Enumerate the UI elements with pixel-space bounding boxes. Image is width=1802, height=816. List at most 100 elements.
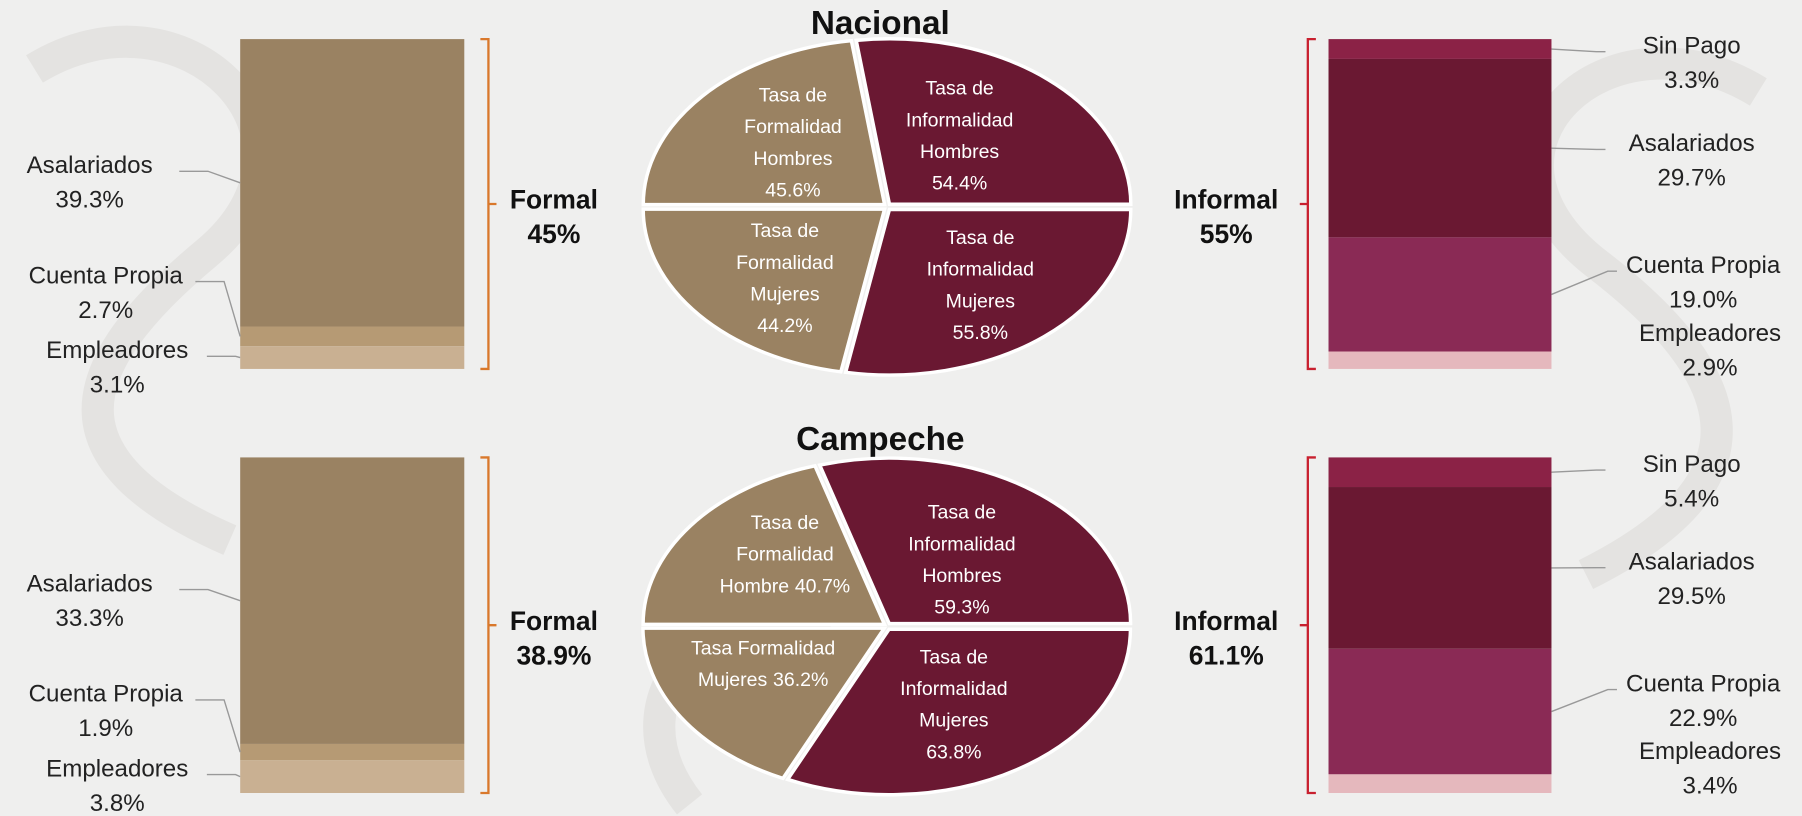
- bar-segment: [240, 39, 465, 327]
- bar-segment: [240, 760, 465, 793]
- slice-label: Formalidad: [744, 116, 842, 138]
- segment-label: Empleadores: [46, 337, 188, 364]
- segment-value-label: 5.4%: [1664, 485, 1719, 512]
- swirl: [26, 25, 276, 555]
- segment-value-label: 22.9%: [1669, 705, 1737, 732]
- slice-label-line: Formalidad: [744, 116, 842, 138]
- bar-segment: [1328, 39, 1552, 59]
- bar-segment: [1328, 648, 1552, 775]
- group-label: Informal: [1174, 606, 1278, 636]
- leader-line: [206, 355, 241, 359]
- slice-label: Tasa de: [928, 502, 996, 524]
- slice-value-label: 45.6%: [765, 180, 820, 202]
- segment-label: Cuenta Propia: [1626, 670, 1781, 697]
- leader-line: [179, 170, 241, 184]
- bar-segment: [1328, 351, 1552, 369]
- slice-label: Hombres: [920, 141, 999, 163]
- leader-line: [179, 588, 241, 602]
- slice-label: Formalidad: [736, 252, 834, 274]
- leader-line: [195, 280, 241, 337]
- pie-title: Nacional: [811, 5, 950, 42]
- segment-value-label: 39.3%: [55, 187, 123, 214]
- slice-label-line: Tasa de: [751, 512, 819, 534]
- slice-label: Tasa Formalidad: [691, 637, 835, 659]
- pie-slice: [854, 37, 1133, 207]
- segment-value-label: 2.7%: [78, 297, 133, 324]
- group-total-label: 45%: [527, 219, 580, 249]
- pie-slice: [641, 207, 887, 374]
- slice-label: Mujeres 36.2%: [698, 669, 829, 691]
- segment-label: Cuenta Propia: [29, 681, 184, 708]
- slice-label-line: Mujeres: [946, 290, 1016, 312]
- slice-value-label: 55.8%: [953, 322, 1008, 344]
- slice-value-label: 63.8%: [926, 742, 981, 764]
- group-total-label: 38.9%: [516, 640, 591, 670]
- leader-line: [1551, 147, 1606, 151]
- segment-value-label: 3.1%: [90, 372, 145, 399]
- slice-label: Mujeres: [946, 290, 1016, 312]
- slice-label-line: Hombres: [753, 148, 832, 170]
- slice-label: Informalidad: [900, 678, 1007, 700]
- slice-label-line: Hombre: [720, 575, 789, 597]
- segment-label: Asalariados: [1629, 549, 1755, 576]
- slice-label: Hombre 40.7%: [720, 575, 851, 597]
- slice-value-label: 59.3%: [934, 597, 989, 619]
- segment-value-label: 3.8%: [90, 790, 145, 816]
- bar-segment: [1328, 487, 1552, 649]
- slice-label: Informalidad: [927, 259, 1034, 281]
- slice-value-label: 40.7%: [795, 575, 850, 597]
- bar-segment: [240, 457, 465, 744]
- slice-label-line: Mujeres: [919, 710, 989, 732]
- leader-line: [1551, 48, 1606, 53]
- slice-label-line: Informalidad: [906, 109, 1013, 131]
- leader-line: [1551, 688, 1617, 713]
- segment-label: Asalariados: [27, 570, 153, 597]
- slice-label-line: Tasa Formalidad: [691, 637, 835, 659]
- slice-label: Tasa de: [751, 512, 819, 534]
- slice-label-line: Informalidad: [900, 678, 1007, 700]
- slice-label: Tasa de: [751, 220, 819, 242]
- group-total-label: 55%: [1200, 219, 1253, 249]
- slice-label-line: Tasa de: [928, 502, 996, 524]
- bar-segment: [1328, 237, 1552, 352]
- segment-label: Asalariados: [1629, 130, 1755, 157]
- bar-segment: [1328, 58, 1552, 238]
- pie-slice: [641, 626, 888, 781]
- slice-label-line: Tasa de: [751, 220, 819, 242]
- slice-value-label: 54.4%: [932, 173, 987, 195]
- pie-slice: [784, 627, 1133, 797]
- slice-label: Mujeres: [919, 710, 989, 732]
- slice-label: Tasa de: [759, 85, 827, 107]
- pie-title: Campeche: [796, 421, 964, 458]
- slice-label: Mujeres: [750, 284, 820, 306]
- slice-label: Hombres: [922, 565, 1001, 587]
- leader-line: [195, 699, 241, 753]
- group-total-label: 61.1%: [1189, 640, 1264, 670]
- bar-segment: [1328, 457, 1552, 488]
- leader-line: [1551, 270, 1617, 296]
- segment-value-label: 33.3%: [55, 605, 123, 632]
- slice-label: Hombres: [753, 148, 832, 170]
- slice-label: Formalidad: [736, 544, 834, 566]
- segment-value-label: 3.3%: [1664, 67, 1719, 94]
- bracket: [480, 37, 497, 371]
- segment-value-label: 1.9%: [78, 715, 133, 742]
- bar-segment: [1328, 774, 1552, 793]
- slice-label-line: Informalidad: [927, 259, 1034, 281]
- bracket: [480, 456, 497, 795]
- bracket: [1299, 456, 1316, 795]
- leader-line: [206, 773, 241, 778]
- slice-value-label: 36.2%: [773, 669, 828, 691]
- swirl: [1521, 47, 1767, 590]
- slice-label-line: Mujeres: [750, 284, 820, 306]
- pie-slice: [843, 207, 1133, 377]
- slice-label-line: Formalidad: [736, 544, 834, 566]
- segment-label: Asalariados: [27, 152, 153, 179]
- slice-value-label: 44.2%: [757, 315, 812, 337]
- slice-label-line: Tasa de: [759, 85, 827, 107]
- segment-label: Sin Pago: [1643, 451, 1741, 478]
- segment-value-label: 29.7%: [1657, 165, 1725, 192]
- slice-label-line: Mujeres: [698, 669, 768, 691]
- slice-label-line: Informalidad: [908, 533, 1015, 555]
